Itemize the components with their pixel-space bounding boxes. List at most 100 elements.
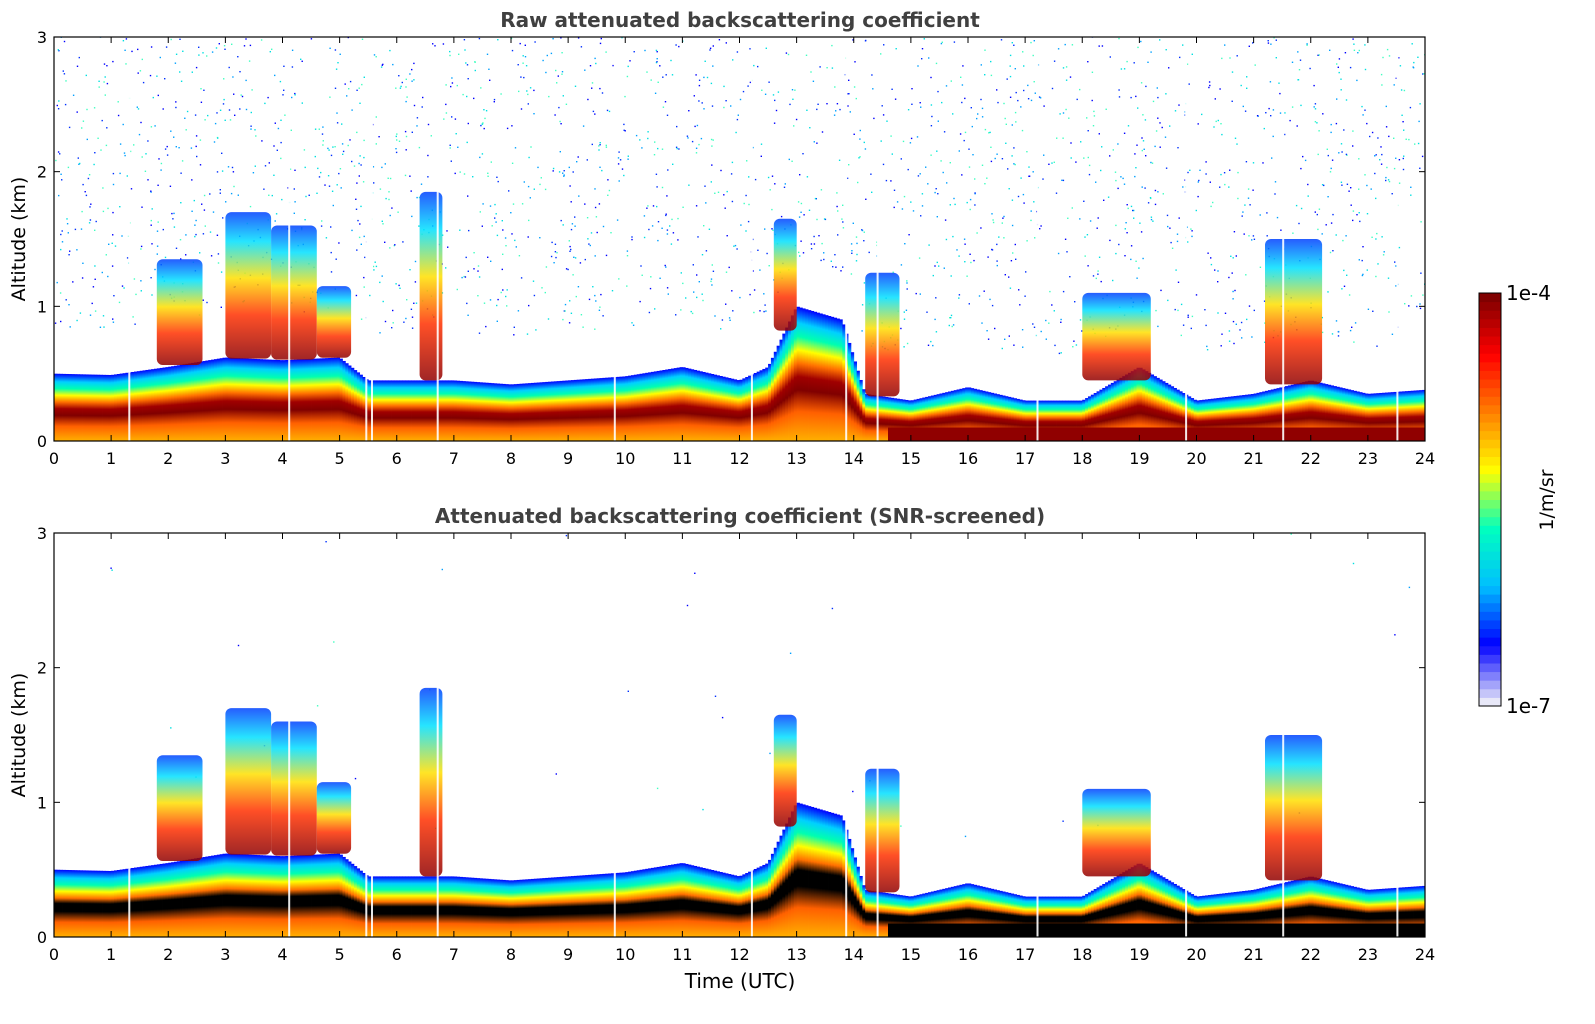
noise-speck xyxy=(377,3,378,4)
noise-speck xyxy=(60,174,61,175)
noise-speck xyxy=(1374,155,1375,156)
boundary-layer-column xyxy=(417,876,420,937)
boundary-layer-column xyxy=(223,358,226,441)
noise-speck xyxy=(1101,146,1102,147)
boundary-layer-column xyxy=(451,876,454,937)
cloud-feature xyxy=(774,715,797,827)
cloud-feature xyxy=(271,722,317,856)
noise-speck xyxy=(1015,121,1016,122)
x-tick-label: 10 xyxy=(615,449,635,468)
noise-speck xyxy=(554,114,555,115)
noise-speck xyxy=(938,265,939,266)
boundary-layer-column xyxy=(151,369,154,441)
noise-speck xyxy=(1401,115,1402,116)
noise-speck xyxy=(137,107,138,108)
noise-speck xyxy=(1198,123,1199,124)
noise-speck xyxy=(711,284,712,285)
noise-speck xyxy=(150,277,151,278)
noise-speck xyxy=(541,287,542,288)
x-tick-label: 0 xyxy=(49,449,59,468)
noise-speck xyxy=(546,266,547,267)
noise-speck xyxy=(111,570,112,571)
noise-speck xyxy=(952,113,953,114)
noise-speck xyxy=(194,225,195,226)
noise-speck xyxy=(1058,253,1059,254)
noise-speck xyxy=(97,4,98,5)
noise-speck xyxy=(1137,47,1138,48)
noise-speck xyxy=(839,160,840,161)
noise-speck xyxy=(455,118,456,119)
boundary-layer-column xyxy=(660,370,663,441)
noise-speck xyxy=(405,175,406,176)
noise-speck xyxy=(1125,222,1126,223)
noise-speck xyxy=(769,753,770,754)
noise-speck xyxy=(1262,162,1263,163)
boundary-layer-column xyxy=(85,374,88,441)
noise-speck xyxy=(1023,65,1024,66)
noise-speck xyxy=(1388,6,1389,7)
noise-speck xyxy=(1245,274,1246,275)
boundary-layer-column xyxy=(580,379,583,441)
noise-speck xyxy=(662,2,663,3)
boundary-layer-column xyxy=(434,380,437,441)
noise-speck xyxy=(1139,223,1140,224)
noise-speck xyxy=(832,67,833,68)
noise-speck xyxy=(634,51,635,52)
noise-speck xyxy=(1162,127,1163,128)
x-tick-label: 2 xyxy=(163,945,173,964)
boundary-layer-column xyxy=(342,857,345,937)
noise-speck xyxy=(1152,221,1153,222)
noise-speck xyxy=(587,99,588,100)
boundary-layer-column xyxy=(168,863,171,937)
boundary-layer-column xyxy=(168,367,171,441)
noise-speck xyxy=(63,70,64,71)
noise-speck xyxy=(175,107,176,108)
noise-speck xyxy=(356,295,357,296)
boundary-layer-column xyxy=(328,854,331,937)
noise-speck xyxy=(533,113,534,114)
noise-speck xyxy=(1216,121,1217,122)
noise-speck xyxy=(1212,202,1213,203)
noise-speck xyxy=(514,240,515,241)
boundary-layer-column xyxy=(497,384,500,441)
noise-speck xyxy=(1144,187,1145,188)
noise-speck xyxy=(233,94,234,95)
noise-speck xyxy=(1420,221,1421,222)
noise-speck xyxy=(1268,108,1269,109)
noise-speck xyxy=(656,61,657,62)
noise-speck xyxy=(931,104,932,105)
colorbar-segment xyxy=(1479,302,1501,311)
boundary-layer-column xyxy=(63,870,66,937)
noise-speck xyxy=(242,96,243,97)
noise-speck xyxy=(145,171,146,172)
noise-speck xyxy=(196,67,197,68)
noise-speck xyxy=(822,131,823,132)
noise-speck xyxy=(236,20,237,21)
noise-speck xyxy=(1323,185,1324,186)
colorbar-segment xyxy=(1479,310,1501,319)
boundary-layer-column xyxy=(462,381,465,441)
boundary-layer-column xyxy=(748,872,751,937)
noise-speck xyxy=(1208,87,1209,88)
noise-speck xyxy=(598,149,599,150)
x-tick-label: 24 xyxy=(1415,449,1435,468)
noise-speck xyxy=(984,291,985,292)
noise-speck xyxy=(564,170,565,171)
boundary-layer-column xyxy=(531,879,534,937)
noise-speck xyxy=(194,200,195,201)
boundary-layer-column xyxy=(762,865,765,937)
noise-speck xyxy=(341,187,342,188)
noise-speck xyxy=(1418,121,1419,122)
noise-speck xyxy=(490,205,491,206)
noise-speck xyxy=(1046,339,1047,340)
boundary-layer-column xyxy=(211,360,214,441)
noise-speck xyxy=(1100,170,1101,171)
noise-speck xyxy=(59,153,60,154)
noise-speck xyxy=(1166,11,1167,12)
noise-speck xyxy=(1243,106,1244,107)
boundary-layer-column xyxy=(542,878,545,937)
noise-speck xyxy=(682,207,683,208)
noise-speck xyxy=(922,205,923,206)
noise-speck xyxy=(655,93,656,94)
noise-speck xyxy=(223,14,224,15)
